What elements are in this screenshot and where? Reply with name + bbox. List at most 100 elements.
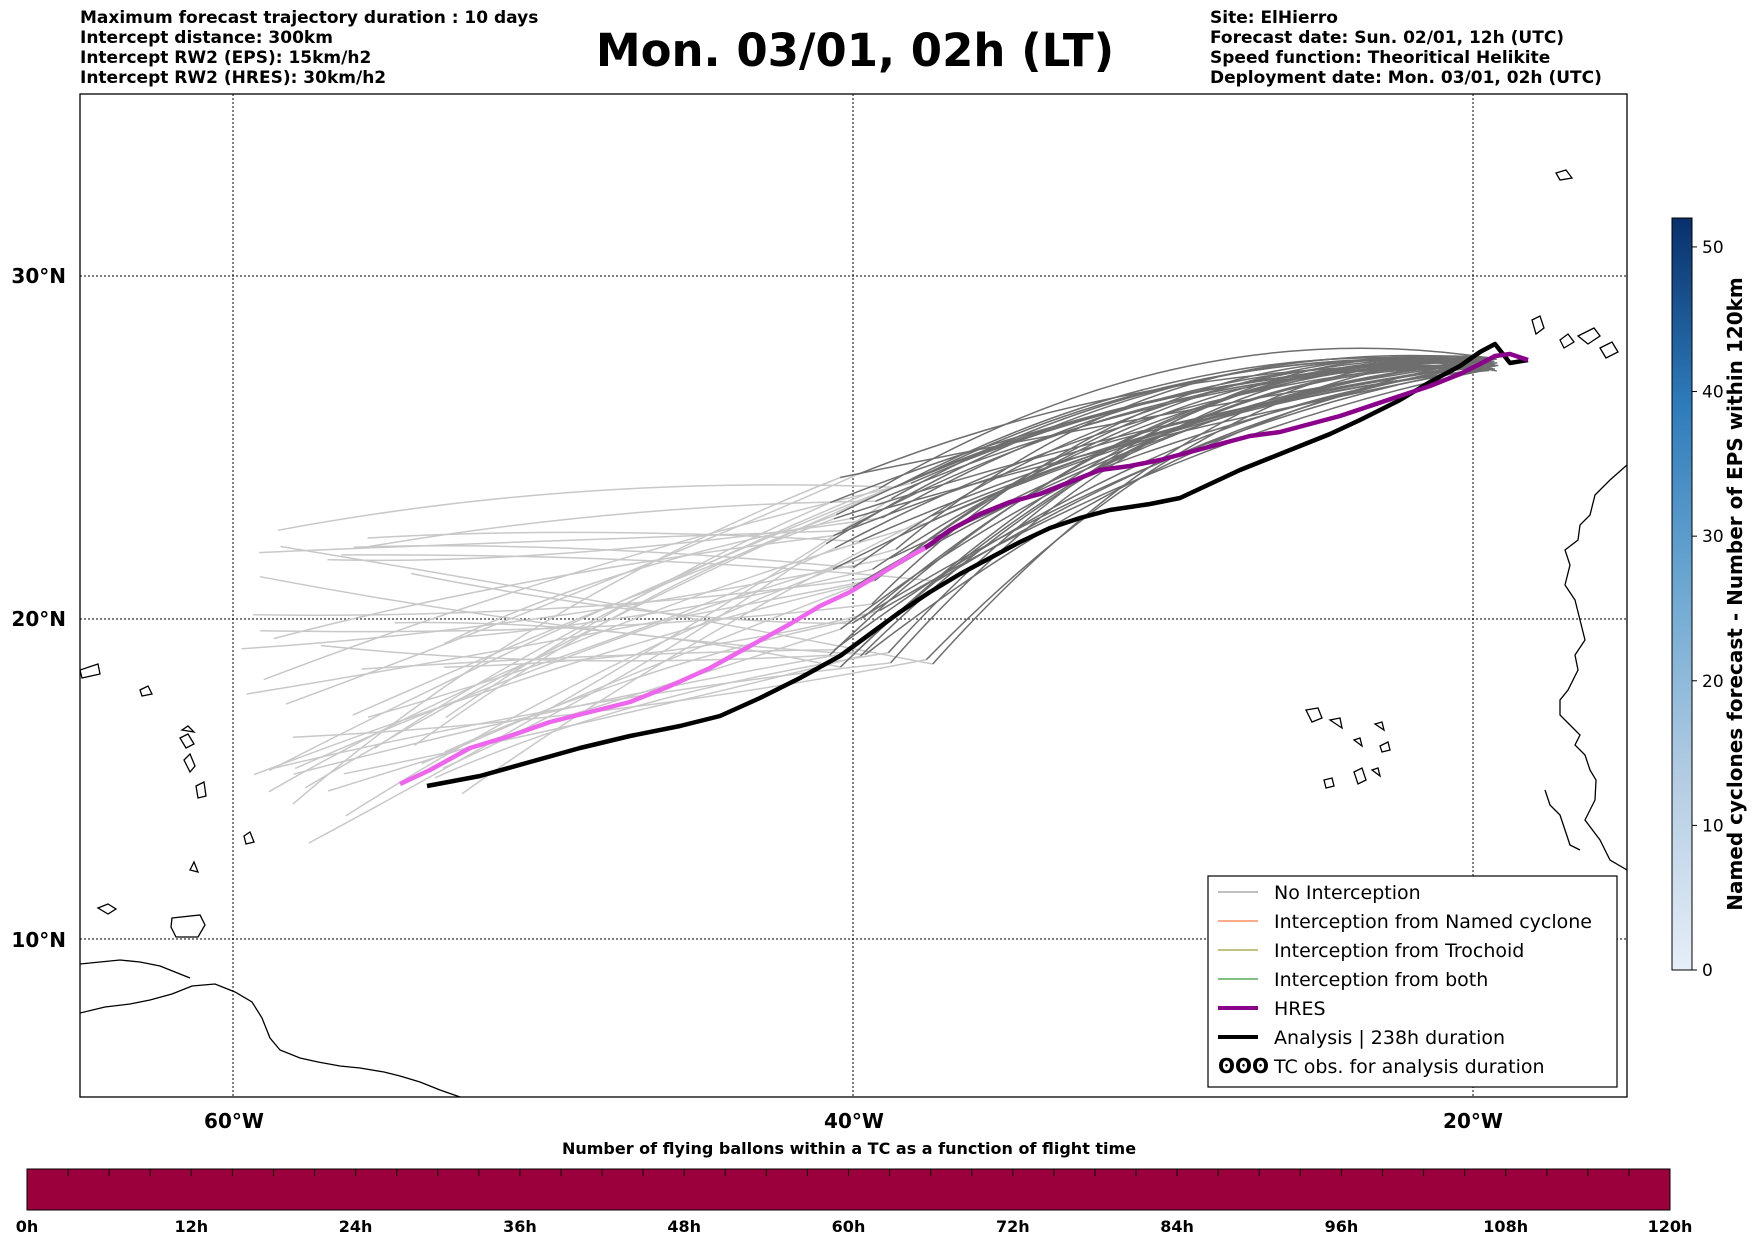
eps-trajectory-late-segment [842, 367, 1491, 532]
eps-trajectory-early-segment [327, 516, 883, 562]
deployment-date-text: Deployment date: Mon. 03/01, 02h (UTC) [1210, 68, 1602, 88]
lat-label-20n: 20°N [11, 607, 66, 631]
legend-label: TC obs. for analysis duration [1273, 1056, 1545, 1078]
island-small [96, 903, 118, 915]
bottom-colorbar: Number of flying ballons within a TC as … [16, 1139, 1693, 1236]
island-capeverde-8 [1370, 767, 1382, 778]
eps-trajectories-late [825, 347, 1499, 668]
lat-label-10n: 10°N [11, 928, 66, 952]
site-text: Site: ElHierro [1210, 8, 1338, 28]
eps-trajectory-early-segment [410, 572, 853, 625]
max-duration-text: Maximum forecast trajectory duration : 1… [80, 8, 539, 28]
eps-trajectory-early-segment [260, 603, 872, 633]
legend-label: Interception from both [1274, 969, 1488, 991]
island-capeverde-2 [1328, 717, 1343, 730]
bottom-colorbar-tick-label: 108h [1483, 1217, 1528, 1236]
eps-trajectory-early-segment [263, 482, 912, 681]
legend-label: Interception from Named cyclone [1274, 911, 1592, 933]
intercept-hres-text: Intercept RW2 (HRES): 30km/h2 [80, 68, 387, 88]
island-trinidad [170, 914, 206, 938]
legend-item: Interception from Trochoid [1218, 940, 1524, 962]
legend-item: ʘʘʘ TC obs. for analysis duration [1218, 1054, 1545, 1078]
bottom-colorbar-tick-label: 0h [16, 1217, 39, 1236]
eps-trajectory-late-segment [879, 367, 1493, 612]
eps-trajectory-early-segment [320, 644, 830, 662]
lat-label-30n: 30°N [11, 264, 66, 288]
island-small2 [139, 685, 153, 697]
speed-function-text: Speed function: Theoritical Helikite [1210, 48, 1551, 68]
eps-trajectory-early-segment [461, 515, 933, 795]
header-right-info: Site: ElHierro Forecast date: Sun. 02/01… [1210, 8, 1602, 88]
hres-trajectory-early [399, 546, 927, 787]
eps-trajectory-early-segment [268, 475, 923, 772]
island-canary-1 [1531, 315, 1545, 336]
legend-box [1207, 875, 1618, 1088]
eps-trajectory-early-segment [352, 518, 835, 716]
eps-trajectory-late-segment [882, 365, 1485, 519]
eps-trajectory-early-segment [345, 568, 834, 817]
legend-label: Interception from Trochoid [1274, 940, 1524, 962]
bottom-colorbar-tick-label: 96h [1325, 1217, 1359, 1236]
eps-trajectory-early-segment [367, 531, 859, 543]
eps-trajectory-late-segment [895, 357, 1496, 550]
right-colorbar-tick-label: 30 [1702, 527, 1724, 547]
eps-trajectory-late-segment [878, 347, 1493, 490]
island-dominica [183, 752, 196, 774]
lon-label-40w: 40°W [824, 1109, 884, 1133]
coastline-venezuela-north [80, 959, 191, 979]
island-guadeloupe [179, 733, 195, 749]
eps-trajectory-early-segment [308, 498, 892, 844]
lon-label-60w: 60°W [204, 1109, 264, 1133]
eps-trajectory-early-segment [277, 484, 895, 532]
eps-trajectory-early-segment [341, 554, 937, 582]
coastlines [80, 169, 1627, 1097]
legend-item: Interception from Named cyclone [1218, 911, 1592, 933]
bottom-colorbar-tick-label: 84h [1160, 1217, 1194, 1236]
legend-item: Interception from both [1218, 969, 1488, 991]
island-canary-4 [1599, 341, 1619, 359]
map-frame [79, 93, 1628, 1098]
page-title: Mon. 03/01, 02h (LT) [595, 24, 1115, 77]
eps-trajectory-early-segment [442, 543, 827, 769]
island-canary-3 [1576, 327, 1601, 345]
bottom-colorbar-tick-label: 36h [503, 1217, 537, 1236]
forecast-date-text: Forecast date: Sun. 02/01, 12h (UTC) [1210, 28, 1565, 48]
eps-trajectories-early [241, 473, 937, 844]
island-madeira [1555, 169, 1574, 181]
right-colorbar-tick-label: 20 [1702, 672, 1724, 692]
island-capeverde-1 [1305, 707, 1323, 723]
bottom-colorbar-title: Number of flying ballons within a TC as … [562, 1139, 1136, 1158]
eps-trajectory-early-segment [259, 530, 843, 554]
eps-trajectory-early-segment [444, 617, 864, 753]
island-canary-2 [1559, 333, 1575, 349]
main-trajectories [399, 341, 1529, 789]
eps-trajectory-late-segment [931, 362, 1498, 517]
eps-trajectory-early-segment [270, 662, 891, 770]
eps-trajectory-late-segment [898, 356, 1492, 486]
eps-trajectory-early-segment [294, 548, 897, 770]
island-capeverde-6 [1323, 777, 1335, 789]
lat-axis-labels: 30°N 20°N 10°N [11, 264, 66, 952]
eps-trajectory-early-segment [273, 534, 834, 640]
right-colorbar-tick-label: 40 [1702, 383, 1724, 403]
bottom-colorbar-tick-label: 24h [339, 1217, 373, 1236]
lon-label-20w: 20°W [1443, 1109, 1503, 1133]
island-capeverde-5 [1379, 741, 1391, 753]
right-colorbar-tick-label: 0 [1702, 961, 1713, 981]
island-barbados [243, 831, 255, 845]
eps-trajectory-late-segment [849, 364, 1497, 520]
eps-trajectory-early-segment [459, 568, 873, 638]
island-martinique [195, 781, 207, 799]
legend-label: HRES [1274, 998, 1326, 1020]
intercept-distance-text: Intercept distance: 300km [80, 28, 333, 48]
eps-trajectory-late-segment [839, 362, 1482, 630]
eps-trajectory-early-segment [367, 547, 836, 718]
hres-trajectory-late [923, 351, 1529, 550]
island-puertorico [80, 663, 101, 679]
eps-trajectory-late-segment [936, 362, 1491, 582]
right-colorbar-gradient [1671, 217, 1693, 971]
bottom-colorbar-tick-label: 72h [996, 1217, 1030, 1236]
island-stlucia [189, 860, 200, 873]
legend-item: HRES [1218, 998, 1326, 1020]
coastline-africa [1559, 464, 1627, 871]
